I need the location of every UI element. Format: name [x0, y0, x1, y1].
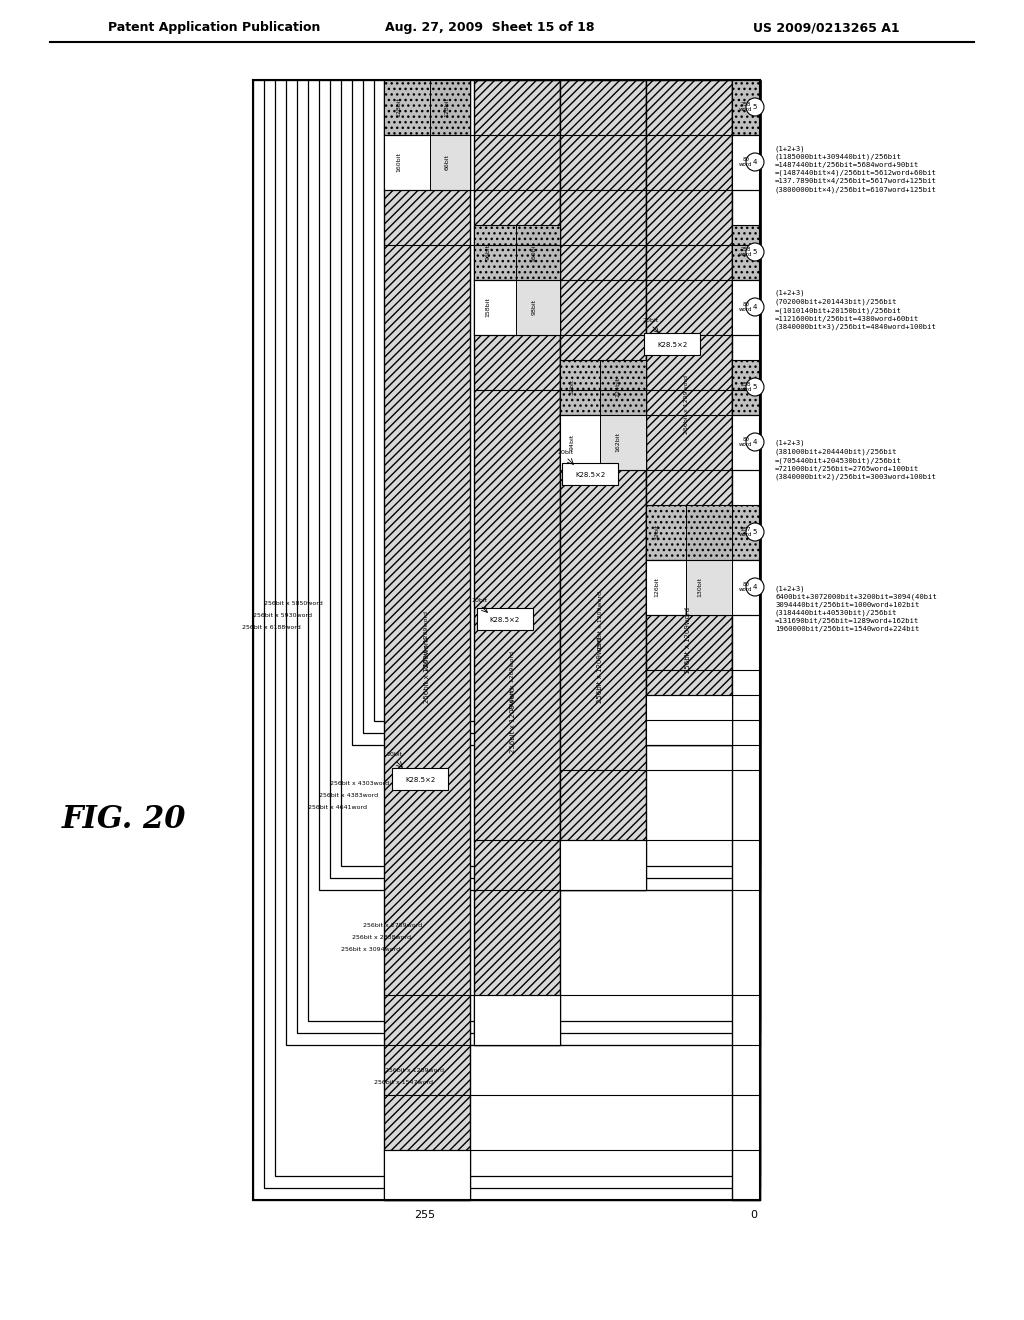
Bar — [474, 995, 560, 1045]
Text: 160bit: 160bit — [396, 152, 401, 172]
Text: 66bit: 66bit — [444, 154, 450, 170]
Bar — [474, 224, 560, 280]
Bar — [732, 360, 760, 414]
Text: 256bit x 1209word: 256bit x 1209word — [683, 375, 688, 434]
Bar — [732, 414, 760, 470]
Bar — [308, 81, 760, 1020]
Text: 80
word: 80 word — [739, 582, 753, 593]
Text: 32bit: 32bit — [654, 524, 659, 540]
Text: K28.5×2: K28.5×2 — [489, 616, 520, 623]
Text: 256bit x 5850word: 256bit x 5850word — [264, 601, 323, 606]
Text: 256bit x 1209word: 256bit x 1209word — [511, 651, 515, 710]
Text: 258
word: 258 word — [739, 102, 753, 112]
Text: FIG. 20: FIG. 20 — [62, 804, 186, 836]
Bar — [732, 81, 760, 135]
Text: Patent Application Publication: Patent Application Publication — [108, 21, 321, 34]
Text: 32bit: 32bit — [569, 379, 574, 395]
Text: 162bit: 162bit — [615, 432, 621, 451]
Text: 256bit x 4641word: 256bit x 4641word — [308, 805, 367, 810]
Text: 256bit x 1209word: 256bit x 1209word — [425, 610, 429, 669]
Text: 256bit x 1547word: 256bit x 1547word — [374, 1080, 433, 1085]
Bar — [330, 81, 760, 878]
Bar — [392, 768, 449, 789]
Text: 20bit: 20bit — [643, 318, 659, 322]
Bar — [264, 81, 760, 1188]
Text: 4: 4 — [753, 583, 757, 590]
Text: 96bit: 96bit — [485, 244, 490, 260]
Text: 256bit x 3094word: 256bit x 3094word — [341, 946, 400, 952]
Bar — [732, 280, 760, 335]
Bar — [644, 333, 700, 355]
Bar — [560, 360, 646, 414]
Text: (1+2+3)
(1185000bit+309440bit)/256bit
=1487440bit/256bit=5684word+90bit
=(148744: (1+2+3) (1185000bit+309440bit)/256bit =1… — [775, 145, 937, 193]
Bar — [341, 81, 760, 866]
Bar — [732, 224, 760, 280]
Bar — [516, 280, 560, 335]
Text: 20bit: 20bit — [387, 752, 403, 758]
Bar — [384, 135, 470, 190]
Text: 5: 5 — [753, 384, 757, 389]
Text: 0: 0 — [751, 1210, 758, 1220]
Text: 4: 4 — [753, 440, 757, 445]
Bar — [319, 81, 760, 890]
Text: 80
word: 80 word — [739, 301, 753, 313]
Bar — [374, 81, 760, 721]
Bar — [646, 696, 732, 744]
Circle shape — [746, 578, 764, 597]
Text: 256bit x 1289word: 256bit x 1289word — [385, 1068, 444, 1073]
Text: 20bit: 20bit — [472, 598, 488, 602]
Text: 80
word: 80 word — [739, 157, 753, 168]
Text: 256bit x 1209word: 256bit x 1209word — [510, 686, 516, 752]
Bar — [646, 506, 732, 560]
Bar — [286, 81, 760, 1045]
Bar — [646, 81, 732, 744]
Bar — [686, 560, 732, 615]
Circle shape — [746, 153, 764, 172]
Text: 130bit: 130bit — [697, 577, 702, 597]
Text: 80
word: 80 word — [739, 437, 753, 447]
Bar — [352, 81, 760, 744]
Text: 256bit x 6188word: 256bit x 6188word — [242, 624, 301, 630]
Bar — [732, 81, 760, 1200]
Bar — [560, 81, 646, 890]
Bar — [732, 135, 760, 190]
Bar — [384, 81, 470, 135]
Text: Aug. 27, 2009  Sheet 15 of 18: Aug. 27, 2009 Sheet 15 of 18 — [385, 21, 595, 34]
Bar — [384, 81, 470, 1200]
Text: 126bit: 126bit — [654, 577, 659, 597]
Circle shape — [746, 433, 764, 451]
Bar — [430, 135, 470, 190]
Bar — [275, 81, 760, 1176]
Text: 256bit x 1209word: 256bit x 1209word — [685, 607, 691, 673]
Text: K28.5×2: K28.5×2 — [656, 342, 687, 348]
Text: 94bit: 94bit — [569, 434, 574, 450]
Bar — [560, 414, 646, 470]
Bar — [732, 560, 760, 615]
Text: 128bit: 128bit — [396, 96, 401, 117]
Bar — [646, 560, 732, 615]
Bar — [477, 609, 534, 630]
Text: US 2009/0213265 A1: US 2009/0213265 A1 — [754, 21, 900, 34]
Text: (1+2+3)
(381000bit+204440bit)/256bit
=(705440bit+204530bit)/256bit
=721000bit/25: (1+2+3) (381000bit+204440bit)/256bit =(7… — [775, 440, 937, 480]
Text: 256bit x 2759word: 256bit x 2759word — [362, 923, 422, 928]
Circle shape — [746, 298, 764, 315]
Text: 255: 255 — [415, 1210, 435, 1220]
Circle shape — [746, 523, 764, 541]
Text: 258
word: 258 word — [739, 381, 753, 392]
Text: 256bit x 4303word: 256bit x 4303word — [330, 781, 389, 785]
Bar — [430, 81, 470, 135]
Bar — [732, 506, 760, 560]
Text: K28.5×2: K28.5×2 — [574, 473, 605, 478]
Text: (1+2+3)
(702000bit+201443bit)/256bit
=(1010140bit+20150bit)/256bit
=1121600bit/2: (1+2+3) (702000bit+201443bit)/256bit =(1… — [775, 290, 937, 330]
Bar — [474, 81, 560, 1045]
Circle shape — [746, 243, 764, 261]
Text: 160bit: 160bit — [531, 242, 537, 261]
Bar — [562, 463, 618, 484]
Text: 256bit x 1209word: 256bit x 1209word — [424, 638, 430, 704]
Text: 224bit: 224bit — [615, 378, 621, 397]
Text: 256bit x 1209word: 256bit x 1209word — [597, 590, 602, 649]
Text: 5: 5 — [753, 249, 757, 255]
Bar — [253, 81, 760, 1200]
Bar — [474, 280, 560, 335]
Bar — [600, 414, 646, 470]
